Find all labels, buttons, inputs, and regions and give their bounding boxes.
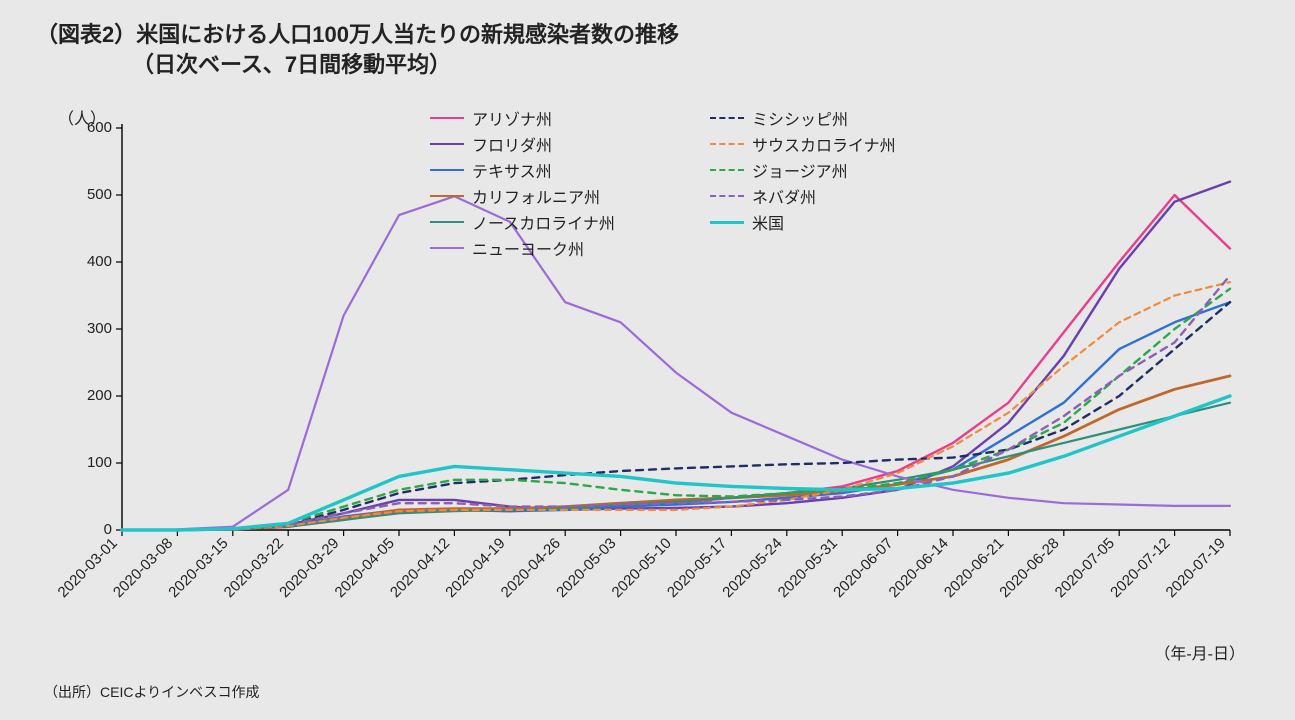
legend-label: ミシシッピ州 [752, 106, 848, 130]
legend-item-newyork: ニューヨーク州 [430, 236, 670, 260]
legend-item-ncarolina: ノースカロライナ州 [430, 210, 670, 234]
legend-swatch-icon [710, 117, 744, 119]
legend-item-georgia: ジョージア州 [710, 158, 950, 182]
y-tick-label: 200 [87, 387, 112, 404]
legend-row: カリフォルニア州 ネバダ州 [430, 184, 1070, 208]
legend-row: ノースカロライナ州 米国 [430, 210, 1070, 234]
legend-swatch-icon [430, 169, 464, 171]
legend-item-california: カリフォルニア州 [430, 184, 670, 208]
title-line-2: （日次ベース、7日間移動平均） [36, 52, 451, 77]
title-line-1: （図表2）米国における人口100万人当たりの新規感染者数の推移 [36, 22, 679, 47]
legend-row: テキサス州 ジョージア州 [430, 158, 1070, 182]
legend-label: ジョージア州 [752, 158, 848, 182]
legend-swatch-icon [430, 195, 464, 197]
legend-swatch-icon [710, 195, 744, 197]
legend-row: アリゾナ州 ミシシッピ州 [430, 106, 1070, 130]
y-tick-label: 100 [87, 454, 112, 471]
chart-title: （図表2）米国における人口100万人当たりの新規感染者数の推移 （日次ベース、7… [36, 20, 1265, 79]
legend-label: フロリダ州 [472, 132, 552, 156]
legend-item-arizona: アリゾナ州 [430, 106, 670, 130]
series-line-scarolina [122, 282, 1230, 530]
source-citation: （出所）CEICよりインベスコ作成 [44, 682, 259, 702]
legend-item-nevada: ネバダ州 [710, 184, 950, 208]
y-tick-label: 400 [87, 253, 112, 270]
x-axis-label: （年-月-日） [1154, 640, 1245, 664]
legend-item-florida: フロリダ州 [430, 132, 670, 156]
legend-item-texas: テキサス州 [430, 158, 670, 182]
legend-label: ニューヨーク州 [472, 236, 584, 260]
chart-legend: アリゾナ州ミシシッピ州フロリダ州サウスカロライナ州テキサス州ジョージア州カリフォ… [430, 106, 1070, 262]
x-tick-label: 2020-07-19 [1163, 535, 1229, 601]
y-tick-label: 600 [87, 119, 112, 136]
legend-item-us: 米国 [710, 210, 950, 234]
legend-label: ノースカロライナ州 [472, 210, 615, 234]
legend-label: アリゾナ州 [472, 106, 552, 130]
chart-container: （図表2）米国における人口100万人当たりの新規感染者数の推移 （日次ベース、7… [0, 0, 1295, 720]
legend-item-mississippi: ミシシッピ州 [710, 106, 950, 130]
legend-swatch-icon [430, 221, 464, 223]
series-line-georgia [122, 289, 1230, 530]
legend-swatch-icon [710, 221, 744, 224]
legend-label: テキサス州 [472, 158, 552, 182]
legend-label: 米国 [752, 210, 784, 234]
y-tick-label: 500 [87, 186, 112, 203]
legend-label: サウスカロライナ州 [752, 132, 896, 156]
legend-row: ニューヨーク州 [430, 236, 1070, 260]
legend-swatch-icon [710, 169, 744, 171]
legend-label: カリフォルニア州 [472, 184, 600, 208]
legend-swatch-icon [430, 143, 464, 145]
legend-swatch-icon [430, 247, 464, 249]
legend-swatch-icon [430, 117, 464, 119]
legend-label: ネバダ州 [752, 184, 816, 208]
legend-item-scarolina: サウスカロライナ州 [710, 132, 950, 156]
legend-swatch-icon [710, 143, 744, 145]
legend-row: フロリダ州 サウスカロライナ州 [430, 132, 1070, 156]
y-tick-label: 300 [87, 320, 112, 337]
